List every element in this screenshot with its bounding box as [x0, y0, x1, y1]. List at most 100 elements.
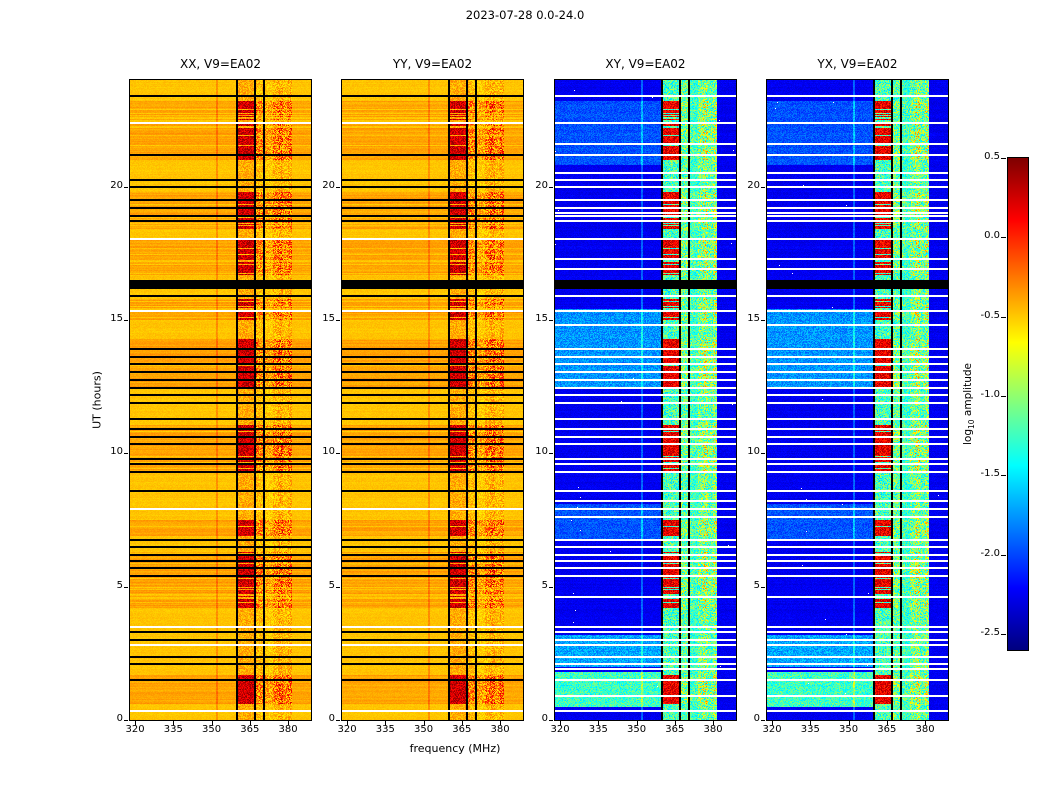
colorbar-tick-mark	[1001, 634, 1006, 635]
colorbar-tick-mark	[1001, 475, 1006, 476]
y-tick-mark	[336, 187, 340, 188]
x-tick-mark	[810, 721, 811, 725]
y-tick-mark	[761, 587, 765, 588]
colorbar-canvas	[1008, 158, 1028, 650]
x-tick-label: 380	[703, 724, 723, 735]
y-tick-label: 5	[753, 579, 760, 591]
y-tick-label: 10	[747, 446, 760, 458]
heatmap-frame-yx	[766, 79, 949, 721]
x-tick-label: 350	[414, 724, 434, 735]
y-tick-mark	[761, 453, 765, 454]
y-tick-mark	[761, 320, 765, 321]
colorbar-tick-label: -2.5	[980, 627, 1000, 639]
y-tick-mark	[124, 453, 128, 454]
heatmap-canvas-xx	[130, 80, 311, 720]
heatmap-frame-yy	[341, 79, 524, 721]
y-tick-mark	[336, 320, 340, 321]
y-axis-label: UT (hours)	[90, 371, 104, 429]
y-tick-mark	[549, 320, 553, 321]
x-tick-label: 335	[375, 724, 395, 735]
y-tick-label: 10	[110, 446, 123, 458]
colorbar-tick-mark	[1001, 396, 1006, 397]
y-tick-mark	[549, 720, 553, 721]
y-tick-label: 5	[116, 579, 123, 591]
colorbar-tick-mark	[1001, 237, 1006, 238]
y-tick-label: 10	[322, 446, 335, 458]
y-tick-mark	[124, 187, 128, 188]
panel-title-yx: YX, V9=EA02	[817, 57, 898, 71]
heatmap-frame-xx	[129, 79, 312, 721]
x-tick-mark	[849, 721, 850, 725]
x-tick-mark	[637, 721, 638, 725]
x-tick-mark	[288, 721, 289, 725]
y-tick-label: 20	[110, 179, 123, 191]
x-tick-mark	[713, 721, 714, 725]
colorbar-tick-mark	[1001, 317, 1006, 318]
x-tick-mark	[385, 721, 386, 725]
colorbar-tick-label: -1.5	[980, 468, 1000, 480]
y-tick-mark	[124, 720, 128, 721]
y-tick-label: 5	[541, 579, 548, 591]
colorbar-label: log10 amplitude	[962, 363, 976, 445]
x-tick-label: 320	[337, 724, 357, 735]
heatmap-frame-xy	[554, 79, 737, 721]
colorbar-tick-label: -1.0	[980, 389, 1000, 401]
x-tick-label: 350	[627, 724, 647, 735]
x-tick-label: 335	[800, 724, 820, 735]
x-tick-label: 380	[278, 724, 298, 735]
y-tick-label: 20	[747, 179, 760, 191]
x-tick-label: 335	[163, 724, 183, 735]
y-tick-label: 0	[328, 713, 335, 724]
x-tick-label: 335	[588, 724, 608, 735]
colorbar-label-sub: 10	[967, 419, 977, 429]
x-tick-mark	[925, 721, 926, 725]
x-tick-label: 380	[915, 724, 935, 735]
x-tick-mark	[173, 721, 174, 725]
colorbar-tick-label: -2.0	[980, 547, 1000, 559]
x-tick-mark	[675, 721, 676, 725]
x-tick-label: 320	[125, 724, 145, 735]
heatmap-canvas-yx	[767, 80, 948, 720]
y-tick-label: 5	[328, 579, 335, 591]
y-tick-label: 0	[116, 713, 123, 724]
y-tick-mark	[336, 453, 340, 454]
x-tick-label: 365	[877, 724, 897, 735]
figure-title: 2023-07-28 0.0-24.0	[465, 8, 585, 22]
x-tick-mark	[772, 721, 773, 725]
y-tick-mark	[549, 453, 553, 454]
x-tick-mark	[560, 721, 561, 725]
y-tick-label: 15	[747, 313, 760, 324]
x-tick-mark	[500, 721, 501, 725]
y-tick-mark	[549, 587, 553, 588]
y-tick-label: 20	[535, 179, 548, 191]
x-tick-mark	[462, 721, 463, 725]
x-tick-label: 350	[839, 724, 859, 735]
heatmap-canvas-yy	[342, 80, 523, 720]
y-tick-label: 0	[541, 713, 548, 724]
y-tick-label: 0	[753, 713, 760, 724]
x-tick-mark	[135, 721, 136, 725]
colorbar-tick-label: 0.5	[984, 151, 1000, 162]
x-tick-label: 320	[762, 724, 782, 735]
colorbar-tick-label: -0.5	[980, 309, 1000, 321]
x-tick-mark	[424, 721, 425, 725]
y-tick-mark	[761, 187, 765, 188]
x-tick-label: 320	[550, 724, 570, 735]
x-tick-mark	[887, 721, 888, 725]
colorbar-tick-label: 0.0	[984, 230, 1000, 242]
colorbar-label-prefix: log	[961, 428, 974, 445]
x-tick-label: 365	[452, 724, 472, 735]
x-tick-mark	[250, 721, 251, 725]
x-tick-label: 350	[202, 724, 222, 735]
x-tick-label: 380	[490, 724, 510, 735]
x-axis-label: frequency (MHz)	[409, 742, 501, 755]
x-tick-label: 365	[240, 724, 260, 735]
y-tick-mark	[336, 587, 340, 588]
y-tick-label: 20	[322, 179, 335, 191]
y-tick-label: 15	[110, 313, 123, 324]
y-tick-mark	[124, 320, 128, 321]
y-tick-mark	[336, 720, 340, 721]
y-tick-mark	[549, 187, 553, 188]
panel-title-xx: XX, V9=EA02	[179, 57, 262, 71]
